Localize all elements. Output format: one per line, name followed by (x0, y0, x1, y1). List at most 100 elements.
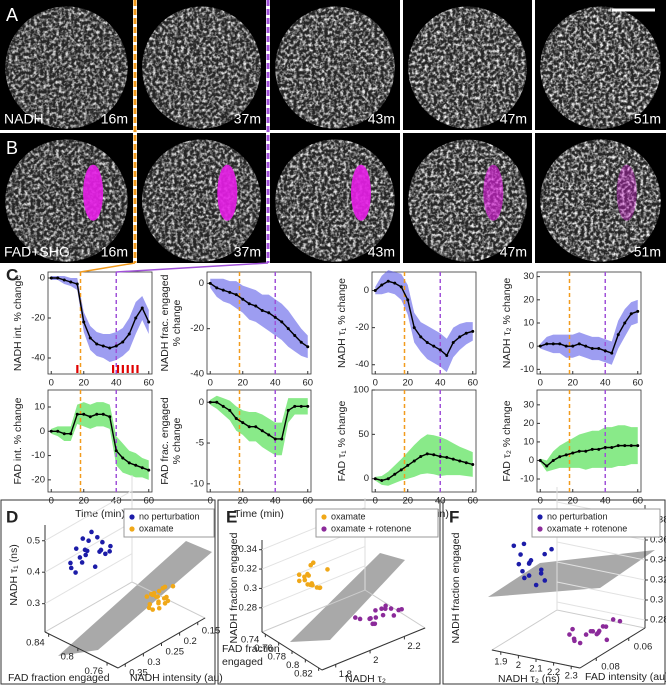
x-tick-label: 0.8 (61, 652, 74, 663)
x-tick-label: 20 (78, 378, 89, 389)
x-tick-label: 60 (302, 496, 313, 507)
point (367, 616, 372, 622)
z-grid (556, 581, 646, 601)
y-axis-label: % change (171, 299, 183, 346)
x-axis-label: engaged (222, 656, 263, 668)
point (527, 560, 532, 565)
panel-frame (442, 499, 666, 685)
point (522, 575, 527, 581)
legend-swatch (537, 526, 543, 532)
z-tick-label: 0.3 (244, 583, 257, 594)
mean-point (215, 400, 219, 404)
z-grid (556, 561, 646, 581)
point (617, 618, 623, 624)
point (603, 624, 609, 629)
x-tick-label: 60 (632, 378, 643, 389)
mean-point (373, 289, 377, 293)
point (156, 599, 161, 604)
x-tick-label: 20 (78, 496, 89, 507)
cell-texture (540, 139, 661, 262)
y-tick-label: -10 (190, 478, 204, 489)
mean-point (551, 458, 555, 462)
z-tick-label: 0.32 (239, 564, 258, 575)
mean-point (247, 302, 251, 306)
mean-point (88, 415, 92, 419)
x-tick-label: 0.78 (268, 652, 287, 663)
y-tick-label: -40 (355, 359, 369, 370)
mean-point (445, 353, 449, 357)
mean-line (51, 413, 149, 471)
y-axis-label: NADH int. % change (12, 275, 24, 371)
point (89, 529, 94, 535)
mean-point (140, 466, 144, 470)
x-tick-label: 60 (632, 496, 643, 507)
mean-point (69, 280, 73, 284)
point (372, 621, 378, 627)
mean-point (386, 279, 390, 283)
y-tick-label: 0 (199, 278, 204, 289)
mean-point (108, 346, 112, 350)
connector (80, 262, 136, 273)
cell-texture (142, 139, 261, 262)
mean-point (293, 333, 297, 337)
point (595, 630, 601, 636)
mean-point (425, 452, 429, 456)
mean-point (286, 327, 290, 331)
connector (116, 262, 269, 273)
y-axis (579, 627, 646, 669)
x-tick-label: 40 (111, 496, 122, 507)
x-tick-label: 20 (237, 496, 248, 507)
y-axis-label: NADH τ₂ % change (501, 278, 513, 369)
point (156, 588, 162, 594)
mean-point (88, 336, 92, 340)
mean-point (558, 342, 562, 346)
x-tick-label: 2.1 (529, 664, 542, 675)
z-tick-label: 0.36 (650, 535, 666, 546)
mean-point (373, 477, 377, 481)
z-grid (261, 545, 366, 589)
x-tick-label: 60 (302, 378, 313, 389)
point (516, 561, 522, 567)
x-tick-label: 60 (467, 378, 478, 389)
point (310, 560, 316, 566)
point (95, 534, 100, 540)
trace-spread (375, 270, 473, 373)
y-tick-label: 10 (523, 318, 534, 329)
mean-point (419, 335, 423, 339)
x-tick-label: 20 (237, 378, 248, 389)
y-tick-label: -10 (520, 364, 534, 375)
panel-frame (0, 499, 216, 685)
y-tick-label: 0 (40, 273, 45, 284)
mean-point (471, 329, 475, 333)
mean-point (134, 316, 138, 320)
time-label: 51m (634, 244, 661, 260)
stimulus-marker (116, 365, 120, 373)
mean-point (386, 477, 390, 481)
mean-point (101, 344, 105, 348)
z-tick-label: 0.4 (27, 567, 40, 578)
mean-point (82, 320, 86, 324)
shg-signal (217, 164, 238, 221)
mean-point (597, 347, 601, 350)
mean-point (551, 342, 555, 346)
mean-point (56, 429, 60, 433)
x-tick-label: 40 (435, 496, 446, 507)
y-tick-label: 0.3 (147, 657, 160, 668)
mean-point (121, 340, 125, 344)
point (306, 573, 312, 578)
point (379, 606, 384, 612)
point (604, 637, 610, 643)
y-axis-label: NADH frac. engaged (159, 274, 171, 371)
point (380, 612, 386, 618)
mean-point (56, 276, 60, 280)
y-axis-label: NADH intensity (au) (130, 672, 223, 684)
y-tick-label: -20 (31, 313, 45, 324)
x-tick-label: 0.76 (85, 666, 104, 677)
mean-point (629, 312, 633, 316)
x-tick-label: 0.74 (241, 635, 260, 646)
mean-point (451, 457, 455, 461)
legend-box (123, 508, 215, 538)
x-tick-label: 60 (467, 496, 478, 507)
mean-point (464, 461, 468, 465)
mean-point (306, 345, 310, 349)
